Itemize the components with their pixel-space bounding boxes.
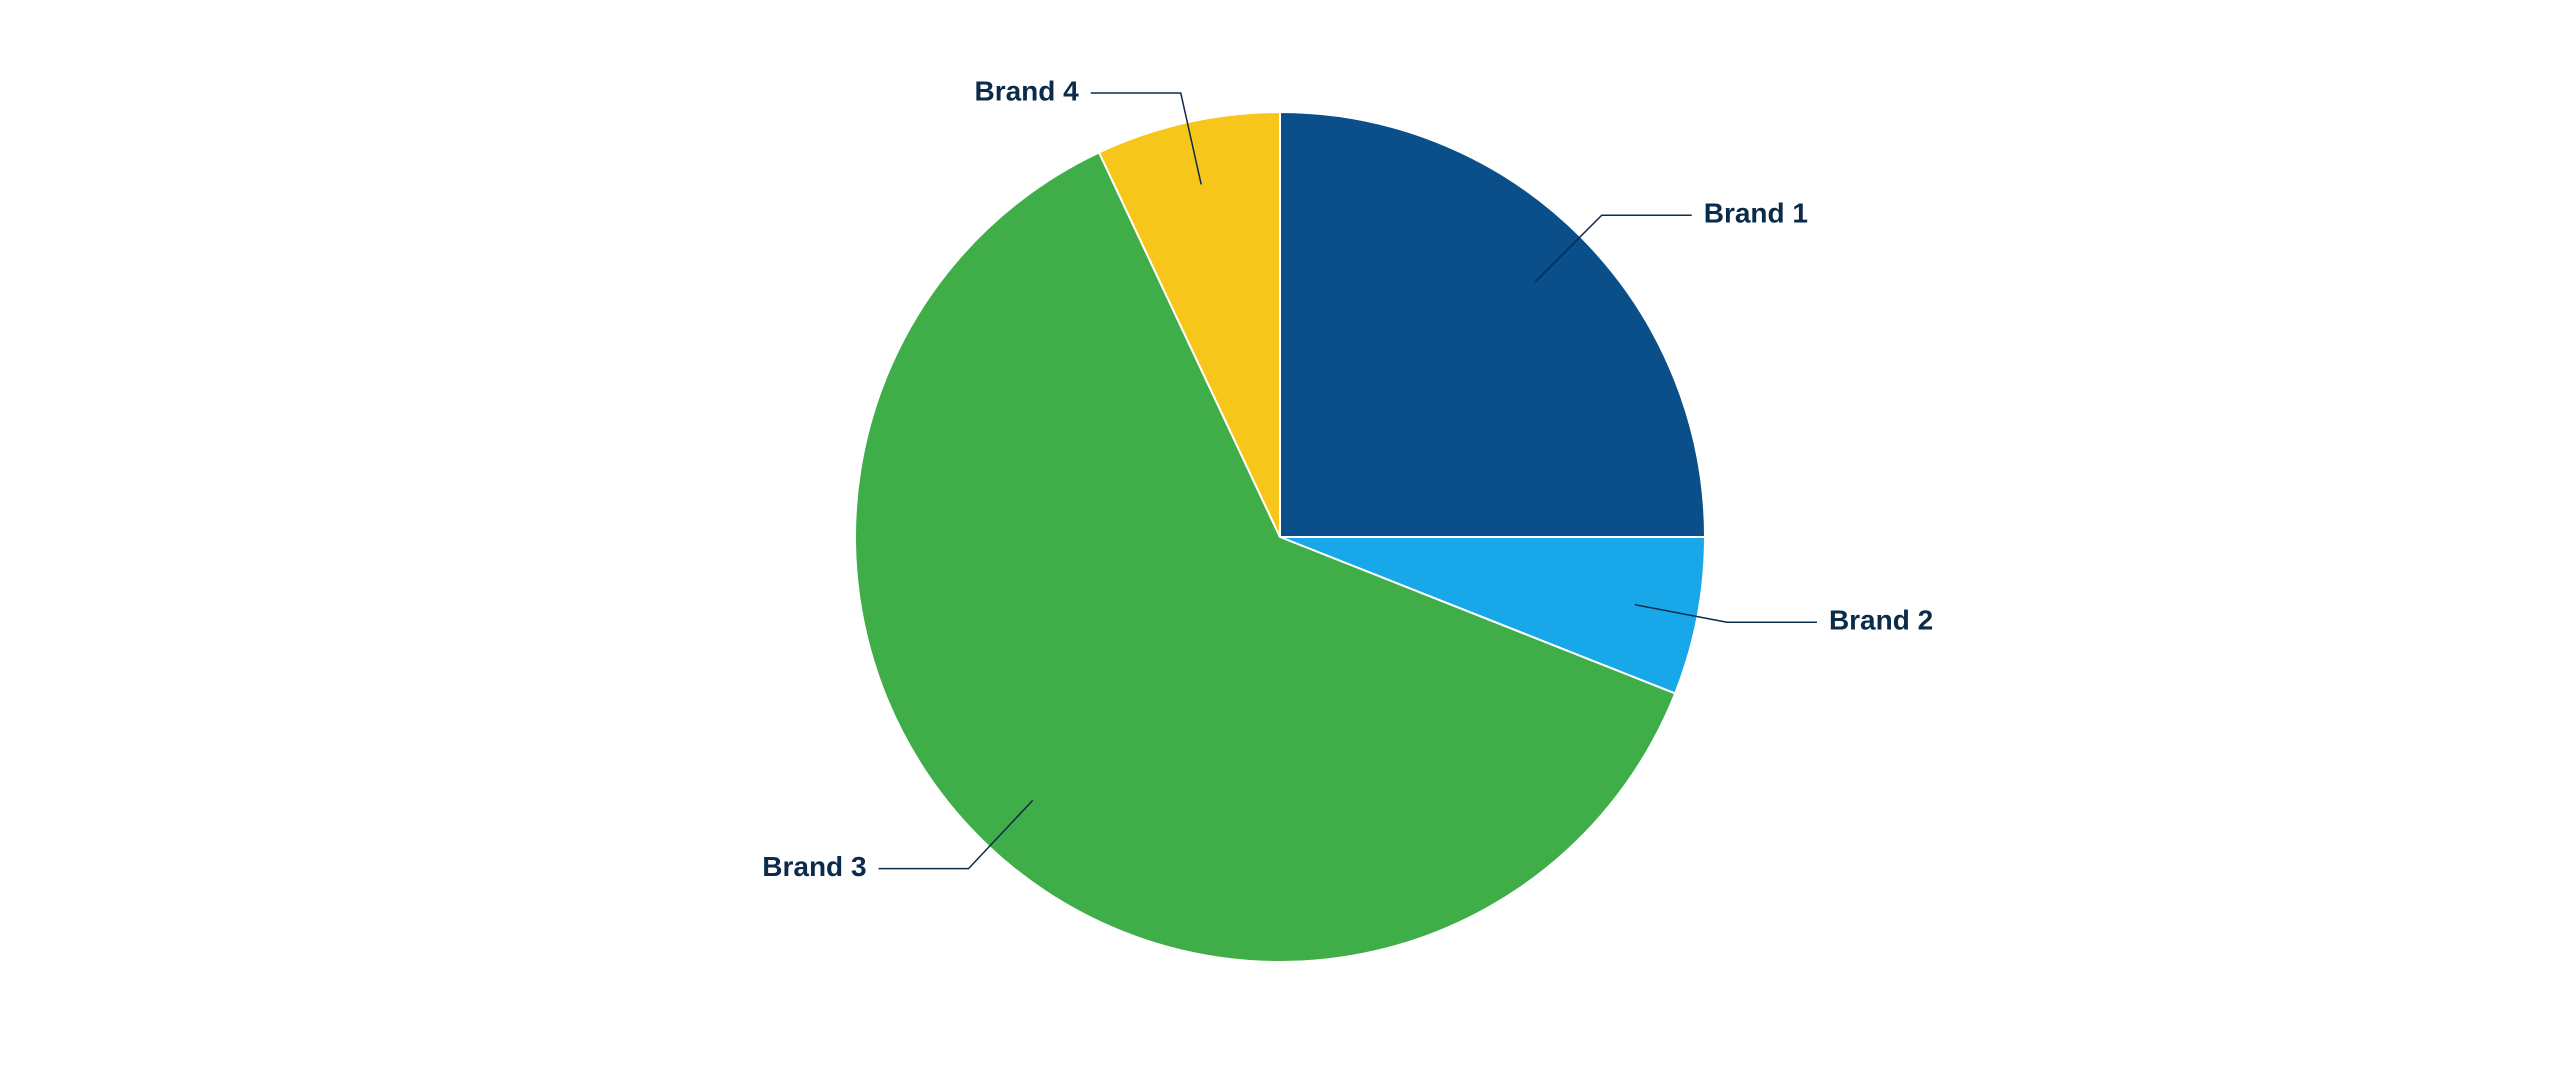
pie-chart: Brand 1 Brand 2 Brand 3 Brand 4 [0, 0, 2560, 1075]
pie-label-brand-4: Brand 4 [974, 75, 1079, 106]
pie-label-brand-2: Brand 2 [1829, 605, 1933, 636]
pie-label-brand-1: Brand 1 [1704, 198, 1808, 229]
pie-slice-brand-1 [1280, 112, 1705, 537]
pie-chart-svg: Brand 1 Brand 2 Brand 3 Brand 4 [0, 0, 2560, 1075]
pie-label-brand-3: Brand 3 [762, 851, 866, 882]
